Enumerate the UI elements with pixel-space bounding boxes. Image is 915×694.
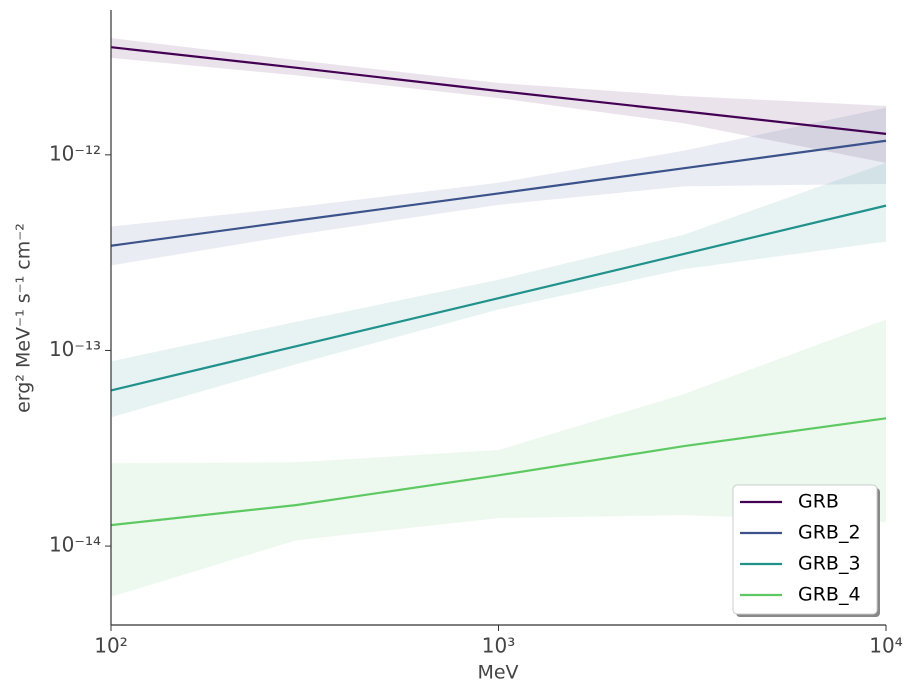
- confidence-band: [111, 107, 886, 266]
- legend-label: GRB_2: [798, 522, 861, 544]
- x-tick-label: 10²: [94, 634, 127, 658]
- y-tick-label: 10⁻¹³: [49, 337, 101, 361]
- y-tick-label: 10⁻¹²: [49, 141, 101, 165]
- y-tick-label: 10⁻¹⁴: [49, 533, 101, 557]
- y-axis-label: erg² MeV⁻¹ s⁻¹ cm⁻²: [13, 223, 35, 413]
- legend-box: [732, 484, 878, 615]
- x-axis-label: MeV: [477, 662, 518, 684]
- series-line: [110, 139, 887, 247]
- legend-label: GRB: [798, 491, 839, 513]
- confidence-band: [111, 319, 886, 597]
- legend-label: GRB_4: [798, 584, 861, 606]
- legend: GRB GRB_2 GRB_3 GRB_4: [732, 484, 880, 617]
- legend-label: GRB_3: [798, 553, 861, 575]
- x-tick-label: 10³: [482, 634, 515, 658]
- series-line: [110, 204, 887, 392]
- confidence-band: [111, 162, 886, 418]
- series-line: [110, 417, 887, 527]
- x-tick-label: 10⁴: [869, 634, 902, 658]
- series-line: [110, 46, 887, 135]
